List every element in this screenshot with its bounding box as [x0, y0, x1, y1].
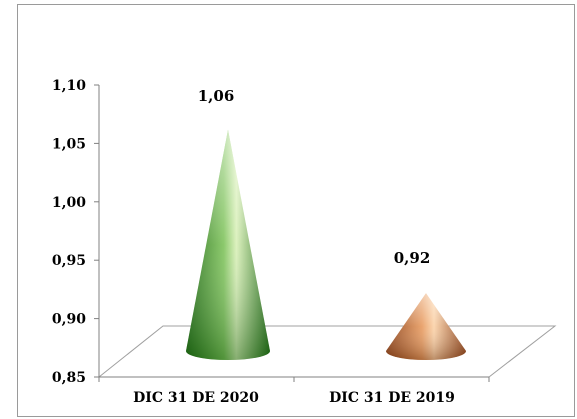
y-tick-label: 1,05	[52, 136, 86, 152]
y-tick-label: 1,10	[52, 78, 86, 94]
category-label-2020: DIC 31 DE 2020	[133, 390, 259, 406]
category-label-2019: DIC 31 DE 2019	[329, 390, 455, 406]
cone-2019-shading	[386, 293, 466, 360]
data-label-2019: 0,92	[394, 249, 431, 267]
cone-2019	[386, 293, 466, 360]
y-axis-ticks: 0,85 0,90 0,95 1,00 1,05 1,10	[52, 78, 99, 386]
cone-2020-shading	[186, 129, 270, 360]
cone-2020	[186, 129, 270, 360]
cone-series	[186, 129, 466, 360]
chart-floor	[97, 325, 557, 378]
y-tick-label: 0,95	[52, 253, 86, 269]
data-label-2020: 1,06	[198, 87, 235, 105]
x-axis-ticks	[98, 377, 490, 382]
y-tick-label: 0,90	[52, 312, 86, 328]
y-tick-label: 0,85	[52, 370, 86, 386]
y-tick-label: 1,00	[52, 195, 86, 211]
